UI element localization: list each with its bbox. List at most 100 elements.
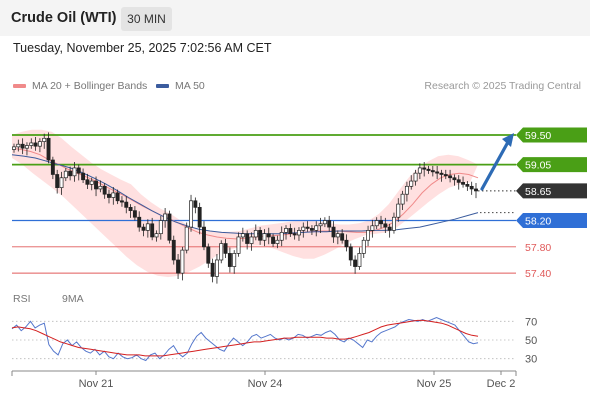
candle-body-up xyxy=(232,253,237,267)
candle-body-down xyxy=(452,177,457,181)
candle-body-down xyxy=(327,220,332,228)
candle xyxy=(318,217,323,234)
candle-body-down xyxy=(167,213,172,241)
candle xyxy=(55,169,60,194)
time-tick-label-0: Nov 21 xyxy=(79,378,114,390)
candle xyxy=(189,194,193,232)
candle xyxy=(297,227,301,241)
rsi-label: RSI xyxy=(13,293,31,305)
candle xyxy=(236,232,241,257)
header-bar: Crude Oil (WTI) 30 MIN xyxy=(0,0,590,36)
candle-body-down xyxy=(137,216,142,228)
candle-body-down xyxy=(266,233,271,238)
candle xyxy=(335,230,340,245)
candle xyxy=(374,217,379,230)
candle xyxy=(314,221,319,237)
ma20-label: MA 20 + Bollinger Bands xyxy=(32,80,148,92)
candle-body-down xyxy=(245,233,250,244)
candle xyxy=(81,168,86,184)
candle xyxy=(150,217,155,241)
candle-body-up xyxy=(314,225,319,231)
candle xyxy=(197,202,202,235)
candle-body-up xyxy=(154,233,159,238)
forecast-arrow-head xyxy=(502,133,514,148)
candle xyxy=(63,167,68,182)
candle-body-down xyxy=(474,188,478,192)
candle-body-down xyxy=(430,170,435,173)
candle-body-down xyxy=(102,185,107,195)
candle xyxy=(383,217,388,234)
ma20-line xyxy=(11,147,479,240)
candle xyxy=(176,254,181,280)
candle xyxy=(469,181,474,195)
rsi-tick-label-0: 70 xyxy=(525,316,537,328)
candle xyxy=(284,225,288,240)
candle-body-down xyxy=(46,137,51,161)
candle xyxy=(124,196,129,214)
candle xyxy=(29,138,34,149)
candle-body-up xyxy=(240,233,245,238)
candle-body-down xyxy=(426,168,431,171)
candle xyxy=(98,180,103,193)
candle-body-up xyxy=(417,167,422,174)
candle-body-up xyxy=(400,193,405,205)
rsi-tick-label-1: 50 xyxy=(525,335,537,347)
candle-body-up xyxy=(370,225,375,231)
candle-body-up xyxy=(42,137,47,142)
level-label-4: 57.80 xyxy=(525,242,551,254)
candle xyxy=(366,225,371,247)
rsi-panel: 70 50 30 xyxy=(11,316,537,366)
candle xyxy=(452,174,457,186)
timeframe-button[interactable]: 30 MIN xyxy=(121,7,172,31)
candle xyxy=(443,169,448,180)
candle-body-up xyxy=(158,220,163,235)
candle-body-up xyxy=(184,226,189,251)
candle-body-down xyxy=(383,223,388,228)
candle-body-up xyxy=(16,143,21,148)
candle xyxy=(184,222,189,254)
instrument-title: Crude Oil (WTI) xyxy=(11,10,117,26)
candle-body-up xyxy=(89,180,94,185)
candle xyxy=(137,211,142,232)
candle xyxy=(400,190,405,210)
legend-rsi: RSI xyxy=(13,293,31,305)
candle-body-up xyxy=(12,146,16,150)
candle xyxy=(258,227,263,245)
ma50-line xyxy=(11,154,479,235)
candle-body-up xyxy=(284,228,288,233)
candle xyxy=(275,235,280,249)
candle-body-down xyxy=(227,253,232,267)
candle-body-up xyxy=(357,253,362,267)
level-badge-bg xyxy=(516,183,587,199)
candle xyxy=(266,227,271,245)
candle xyxy=(163,208,168,228)
candle-body-down xyxy=(132,210,137,218)
candle xyxy=(305,221,310,232)
candle xyxy=(20,138,25,155)
candle xyxy=(12,143,16,153)
candle xyxy=(353,255,358,274)
candle-body-down xyxy=(331,226,336,238)
forecast-arrow-shaft xyxy=(480,140,510,191)
bollinger-band-area xyxy=(12,129,478,278)
candle-body-down xyxy=(124,201,129,208)
candle xyxy=(37,138,42,153)
candle xyxy=(409,175,414,190)
candle xyxy=(214,254,219,284)
candle-body-down xyxy=(340,233,345,241)
candle-body-down xyxy=(439,172,444,175)
rsi-line xyxy=(11,317,479,362)
candle-body-up xyxy=(145,223,150,231)
candle xyxy=(456,175,461,190)
candle-body-up xyxy=(366,230,371,241)
candle-body-up xyxy=(63,170,68,179)
candle-body-up xyxy=(322,220,327,225)
candle xyxy=(370,219,375,238)
legend-9ma: 9MA xyxy=(62,293,84,305)
candle xyxy=(154,230,159,242)
level-label-5: 57.40 xyxy=(525,268,551,280)
forecast-arrow xyxy=(480,133,514,191)
candle-body-down xyxy=(94,180,98,190)
level-badge-0: 59.50 xyxy=(516,127,587,143)
